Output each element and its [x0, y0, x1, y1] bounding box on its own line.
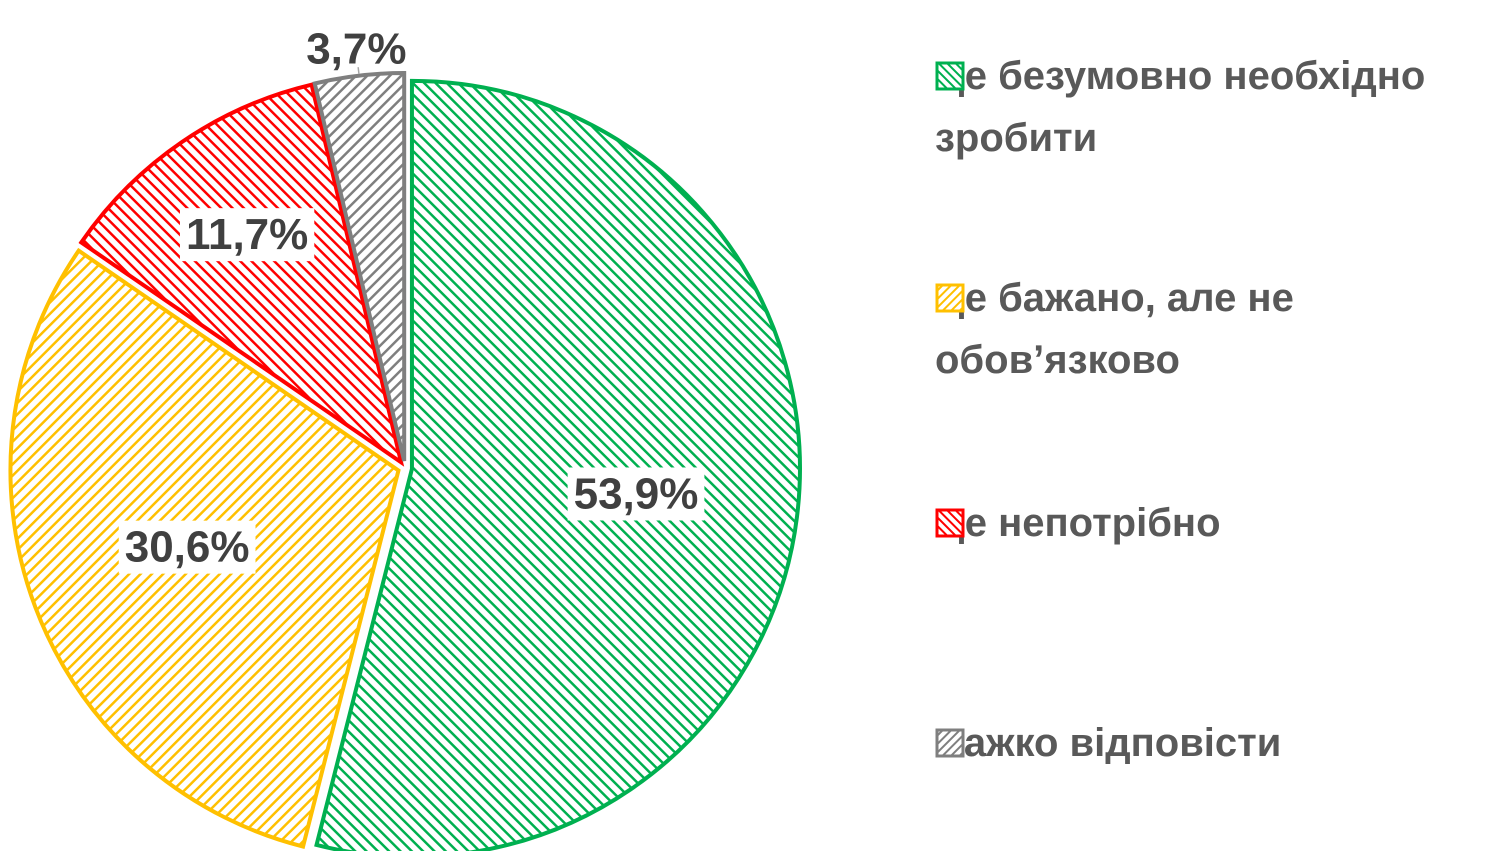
pie-slice [312, 71, 407, 462]
pie-slice [78, 82, 405, 467]
legend-item: Це бажано, але не обов’язково [935, 267, 1455, 391]
legend-swatch [935, 728, 965, 758]
pie-slice [314, 78, 802, 851]
legend-label: Це бажано, але не обов’язково [935, 276, 1294, 382]
leader-line [357, 67, 360, 74]
legend-item: Це безумовно необхідно зробити [935, 45, 1455, 169]
data-label: 11,7% [186, 210, 308, 259]
data-label: 3,7% [306, 24, 406, 73]
legend-label: Важко відповісти [935, 721, 1282, 765]
data-label-bg [118, 520, 256, 574]
legend-swatch [935, 508, 965, 538]
legend-item: Важко відповісти [935, 712, 1455, 774]
data-label-bg [179, 208, 315, 262]
data-label: 53,9% [574, 469, 699, 518]
legend-swatch [935, 61, 965, 91]
legend-label: Це непотрібно [935, 501, 1221, 545]
legend-item: Це непотрібно [935, 492, 1455, 554]
pie-area: 53,9% 30,6% 11,7% 3,7% [8, 24, 802, 851]
legend-label: Це безумовно необхідно зробити [935, 54, 1426, 160]
data-label: 30,6% [125, 523, 250, 572]
legend-swatch [935, 283, 965, 313]
data-label-bg [567, 467, 705, 521]
